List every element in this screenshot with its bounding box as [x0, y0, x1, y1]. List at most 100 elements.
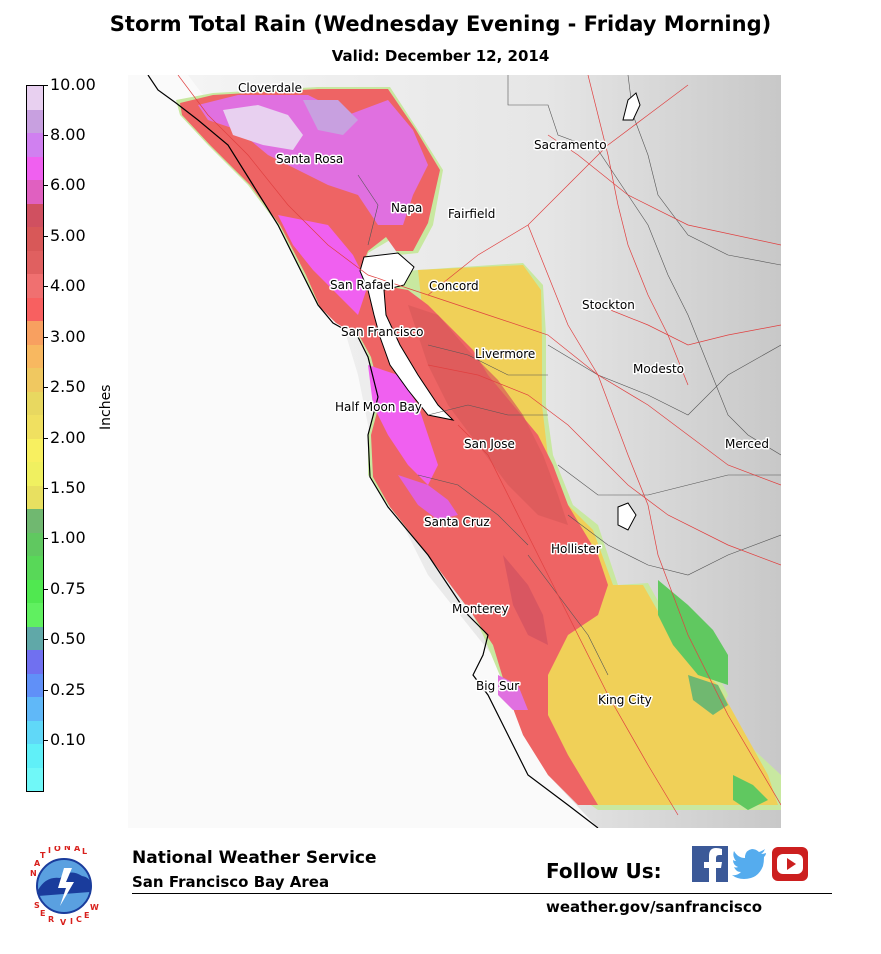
youtube-icon[interactable]: [772, 846, 808, 882]
colorbar-swatch: [27, 321, 43, 345]
valid-date: Valid: December 12, 2014: [331, 47, 550, 65]
colorbar-tick: [44, 438, 48, 439]
svg-text:I: I: [48, 846, 51, 855]
colorbar-tick: [44, 488, 48, 489]
reservoir-icon: [617, 502, 637, 531]
city-label: Merced: [725, 437, 769, 451]
city-label: Santa Rosa: [276, 152, 343, 166]
colorbar-tick: [44, 639, 48, 640]
city-label: San Rafael: [330, 278, 394, 292]
colorbar-swatch: [27, 109, 43, 133]
colorbar-swatch: [27, 509, 43, 533]
map-title: Storm Total Rain (Wednesday Evening - Fr…: [109, 12, 772, 36]
city-label: Santa Cruz: [424, 515, 490, 529]
city-label: Half Moon Bay: [335, 400, 422, 414]
colorbar-tick-label: 1.50: [50, 478, 86, 497]
city-label: Napa: [391, 201, 422, 215]
colorbar-swatch: [27, 180, 43, 204]
city-labels: Cloverdale Santa Rosa Napa Fairfield Sacrame…: [237, 80, 771, 709]
colorbar-tick: [44, 589, 48, 590]
colorbar-swatch: [27, 368, 43, 392]
colorbar-tick-label: 0.50: [50, 629, 86, 648]
follow-us-label: Follow Us:: [546, 859, 662, 883]
colorbar-tick: [44, 740, 48, 741]
colorbar-tick: [44, 85, 48, 86]
svg-text:N: N: [64, 846, 71, 852]
city-label: Monterey: [452, 602, 509, 616]
colorbar-swatch: [27, 462, 43, 486]
city-label: San Jose: [464, 437, 515, 451]
colorbar-title: Inches: [98, 384, 114, 430]
svg-text:A: A: [34, 859, 41, 868]
svg-text:R: R: [48, 915, 54, 924]
san-francisco-bay: [359, 252, 455, 421]
colorbar-swatch: [27, 227, 43, 251]
colorbar-tick-label: 5.00: [50, 226, 86, 245]
nws-logo: N A T I O N A L S E R V I C E W: [26, 846, 102, 926]
city-label: San Francisco: [341, 325, 423, 339]
colorbar-tick: [44, 135, 48, 136]
facebook-icon[interactable]: [692, 846, 728, 882]
colorbar-swatch: [27, 673, 43, 697]
city-label: Sacramento: [534, 138, 607, 152]
city-label: Fairfield: [448, 207, 495, 221]
colorbar-tick-label: 2.50: [50, 377, 86, 396]
colorbar-tick-label: 8.00: [50, 125, 86, 144]
city-label: King City: [598, 693, 652, 707]
colorbar-tick-label: 2.00: [50, 428, 86, 447]
city-label: Modesto: [633, 362, 684, 376]
svg-text:A: A: [74, 846, 81, 853]
city-label: Cloverdale: [238, 81, 302, 95]
colorbar-tick-label: 0.10: [50, 730, 86, 749]
colorbar-tick: [44, 286, 48, 287]
colorbar-swatch: [27, 650, 43, 674]
svg-text:E: E: [84, 911, 89, 920]
svg-text:W: W: [90, 903, 99, 912]
colorbar: [26, 85, 44, 792]
colorbar-swatch: [27, 579, 43, 603]
coastline: [147, 75, 599, 828]
colorbar-tick: [44, 236, 48, 237]
city-label: Livermore: [475, 347, 535, 361]
svg-text:I: I: [70, 917, 73, 926]
colorbar-swatch: [27, 556, 43, 580]
colorbar-swatch: [27, 603, 43, 627]
colorbar-swatch: [27, 344, 43, 368]
colorbar-tick: [44, 690, 48, 691]
svg-text:S: S: [34, 901, 40, 910]
colorbar-tick-label: 0.25: [50, 680, 86, 699]
logo-text: N: [30, 869, 37, 878]
colorbar-swatch: [27, 697, 43, 721]
colorbar-swatch: [27, 297, 43, 321]
colorbar-swatch: [27, 133, 43, 157]
footer-divider: [132, 893, 832, 894]
svg-text:E: E: [40, 909, 45, 918]
svg-text:L: L: [82, 847, 87, 856]
colorbar-swatch: [27, 203, 43, 227]
colorbar-tick-label: 6.00: [50, 175, 86, 194]
colorbar-swatch: [27, 720, 43, 744]
org-name: National Weather Service: [132, 848, 377, 868]
website-link[interactable]: weather.gov/sanfrancisco: [546, 898, 763, 916]
twitter-icon[interactable]: [732, 846, 768, 882]
rainfall-map: Cloverdale Santa Rosa Napa Fairfield Sacrame…: [128, 75, 781, 828]
colorbar-swatch: [27, 626, 43, 650]
colorbar-swatch: [27, 485, 43, 509]
colorbar-swatch: [27, 438, 43, 462]
colorbar-swatch: [27, 156, 43, 180]
colorbar-tick-label: 1.00: [50, 528, 86, 547]
colorbar-swatch: [27, 744, 43, 768]
colorbar-swatch: [27, 274, 43, 298]
city-label: Concord: [429, 279, 479, 293]
city-label: Hollister: [551, 542, 601, 556]
svg-text:V: V: [60, 918, 67, 926]
city-label: Big Sur: [476, 679, 519, 693]
colorbar-tick-label: 3.00: [50, 327, 86, 346]
colorbar-swatch: [27, 532, 43, 556]
colorbar-tick: [44, 538, 48, 539]
lake-icon: [622, 92, 641, 121]
highways: [177, 75, 781, 816]
colorbar-tick-label: 4.00: [50, 276, 86, 295]
svg-text:O: O: [54, 846, 61, 853]
rainfall-shading: [176, 87, 781, 810]
